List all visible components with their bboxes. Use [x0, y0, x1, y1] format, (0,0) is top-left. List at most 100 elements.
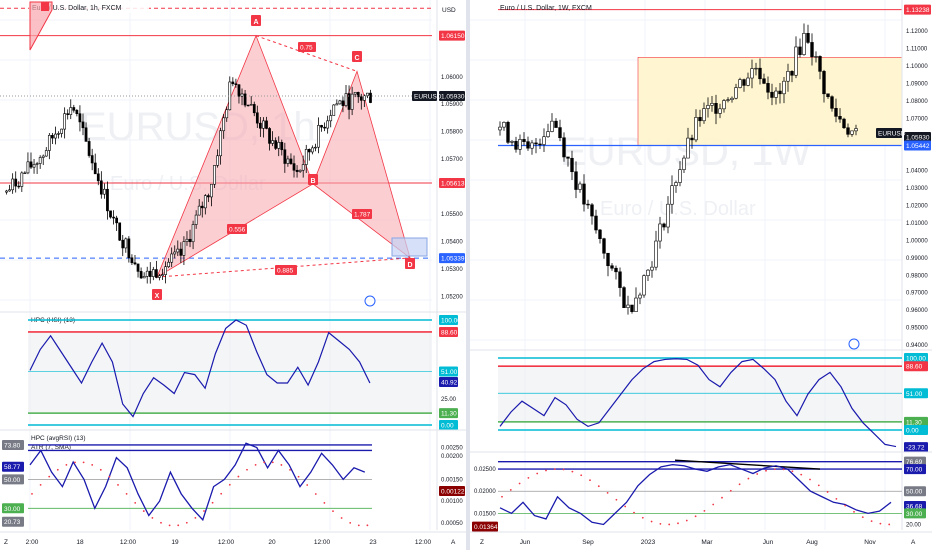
right-candle: [826, 93, 830, 97]
right-candle: [698, 117, 702, 122]
indicator2-left-badge: 73.80: [4, 442, 21, 449]
left-candle: [228, 81, 232, 111]
left-candle: [338, 100, 342, 105]
right-candle: [598, 229, 602, 239]
left-candle: [173, 251, 177, 255]
divergence-line: [674, 459, 821, 470]
right-candle: [558, 127, 562, 139]
corner-letter[interactable]: Z: [4, 539, 8, 546]
atr-dot: [48, 475, 51, 478]
right-candle: [662, 223, 666, 228]
price-axis-bg: [437, 0, 466, 550]
right-candle: [574, 171, 578, 190]
right-candle: [654, 240, 658, 268]
left-candle: [366, 92, 369, 97]
left-candle: [57, 133, 60, 135]
auto-scale-button[interactable]: A: [451, 539, 456, 546]
atr-dot: [194, 516, 197, 519]
time-label: 12:00: [218, 539, 235, 546]
price-badge-a: 1.06150: [441, 33, 465, 40]
left-candle: [66, 113, 70, 115]
atr-dot: [134, 501, 137, 504]
atr-dot: [545, 469, 547, 472]
pattern-point-d-bg: [405, 258, 415, 269]
left-candle: [32, 164, 36, 168]
right-candle: [842, 118, 846, 129]
right-candle: [714, 103, 718, 114]
left-candle: [310, 147, 314, 153]
atr-dot: [615, 498, 618, 501]
time-label: 12:00: [314, 539, 331, 546]
indicator2-right-badge: 76.69: [906, 459, 923, 466]
pane-divider[interactable]: [466, 0, 470, 550]
right-candle: [506, 121, 510, 143]
atr-dot: [99, 468, 102, 471]
left-candle: [63, 113, 67, 130]
atr-dot: [357, 524, 360, 527]
price-badge-b-bg: [439, 177, 465, 188]
right-candle: [546, 131, 550, 138]
atr-dot: [571, 470, 574, 473]
left-candle: [329, 115, 333, 122]
right-candle: [774, 90, 778, 98]
indicator2-right-badge-bg: [904, 508, 926, 519]
right-candle: [822, 71, 826, 95]
left-chart-pane[interactable]: EURUSD, 1h Euro / U.S. Dollar X A B C D 0.75 0.5…: [0, 0, 466, 550]
left-candle: [29, 161, 33, 168]
atr-dot: [606, 491, 609, 494]
atr-dot: [160, 521, 162, 524]
right-candle: [582, 183, 586, 205]
indicator1-scale-badge-bg: [904, 388, 928, 399]
right-candle: [526, 141, 530, 149]
corner-letter[interactable]: Z: [480, 539, 484, 546]
pattern-point-c: C: [354, 55, 359, 62]
indicator1-scale-badge-bg: [439, 326, 458, 337]
auto-scale-button[interactable]: A: [911, 539, 916, 546]
price-tick: 1.05500: [441, 212, 463, 218]
indicator2-right-tick: 0.00050: [441, 521, 463, 527]
lightning-icon[interactable]: [364, 295, 376, 307]
lightning-icon[interactable]: [848, 338, 860, 350]
left-candle: [87, 141, 91, 156]
right-candle: [678, 169, 682, 183]
left-candle: [295, 169, 299, 172]
right-candle: [570, 157, 574, 173]
left-candle: [353, 91, 357, 95]
left-candle: [142, 276, 146, 279]
left-candle: [23, 172, 27, 174]
left-candle: [237, 84, 241, 97]
atr-dot: [125, 492, 128, 495]
pattern-point-c-bg: [352, 51, 362, 62]
atr-dot: [203, 510, 205, 512]
left-candle: [265, 120, 268, 129]
price-tick: 1.05300: [441, 267, 463, 273]
left-candle: [314, 146, 317, 149]
left-candle: [255, 112, 259, 124]
indicator1-scale-badge: 51.00: [906, 391, 923, 398]
atr-dot: [888, 523, 891, 526]
right-candle: [850, 130, 854, 135]
indicator2-left-badge-bg: [2, 474, 24, 485]
time-label: 2:00: [26, 539, 39, 546]
left-candle: [362, 95, 366, 101]
right-candle: [666, 203, 670, 228]
left-candle: [72, 107, 76, 111]
price-tick: 1.03000: [906, 186, 928, 192]
left-candle: [356, 91, 360, 98]
atr-dot: [117, 484, 119, 486]
atr-dot: [782, 468, 785, 471]
price-tick: 1.11000: [906, 47, 928, 53]
atr-dot: [65, 463, 68, 466]
prz-zone: [391, 237, 428, 257]
indicator1-band: [498, 366, 902, 422]
indicator2-line: [499, 463, 892, 526]
indicator1-scale-badge-bg: [904, 361, 928, 372]
harmonic-bcd-triangle: [312, 70, 411, 259]
atr-dot: [82, 461, 85, 464]
left-candle: [210, 183, 213, 198]
right-candle: [794, 46, 798, 76]
indicator2-left-tick: 0.02500: [474, 467, 496, 473]
